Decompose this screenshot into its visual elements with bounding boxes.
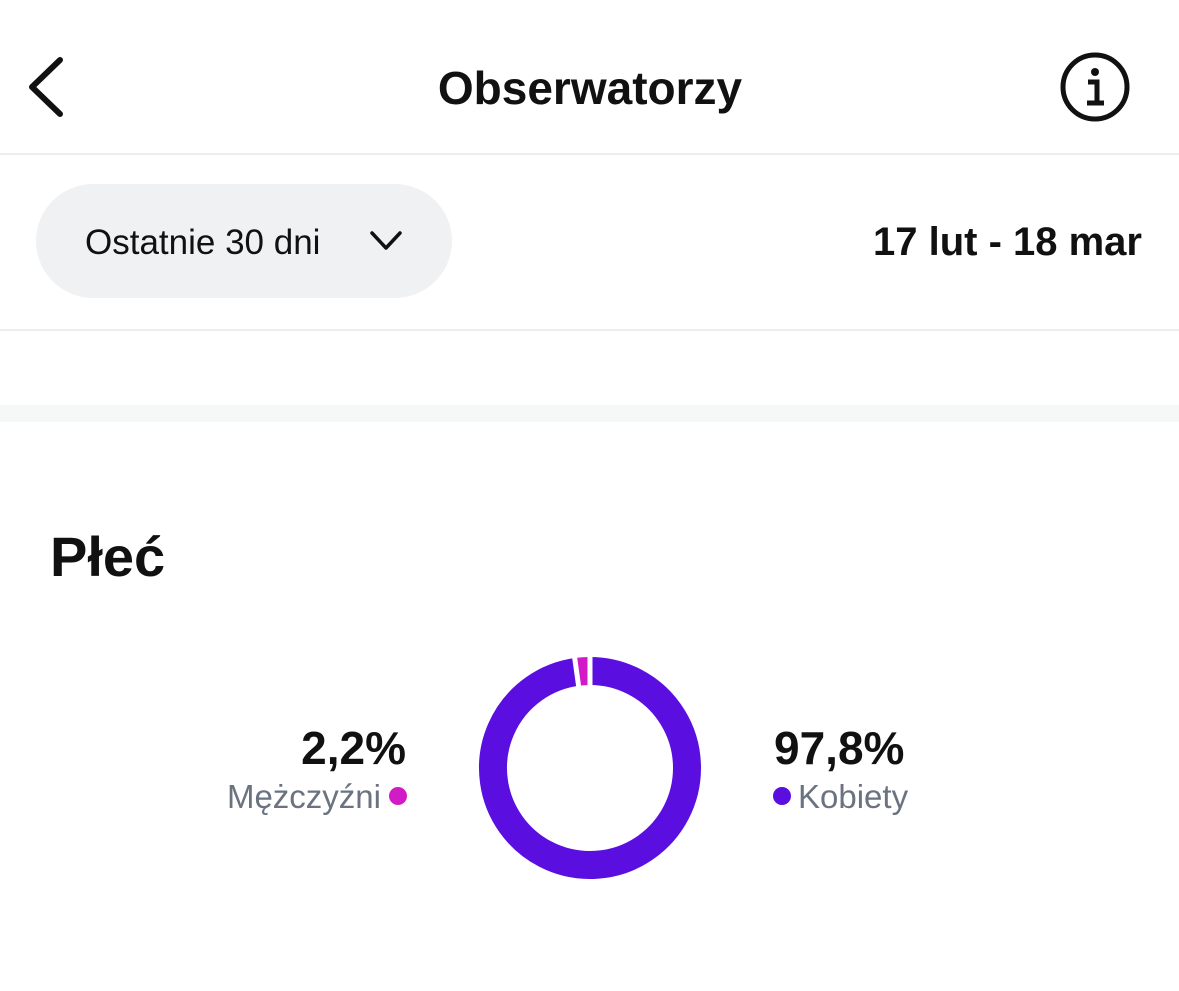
date-range: 17 lut - 18 mar: [873, 220, 1142, 264]
back-button[interactable]: [29, 57, 63, 117]
legend-dot: [773, 787, 791, 805]
section-title: Płeć: [50, 525, 165, 588]
legend-dot: [389, 787, 407, 805]
legend-label: Kobiety: [798, 778, 909, 815]
legend-label: Mężczyźni: [227, 778, 381, 815]
chevron: [370, 231, 402, 250]
donut-segment: [479, 657, 701, 879]
period-dropdown[interactable]: [36, 184, 452, 298]
info-button[interactable]: [1060, 52, 1130, 122]
period-label: Ostatnie 30 dni: [85, 223, 320, 262]
page-title: Obserwatorzy: [438, 62, 743, 114]
segment-gap: [572, 656, 582, 688]
value-label: 2,2%: [301, 722, 406, 774]
value-label: 97,8%: [774, 722, 904, 774]
section-separator: [0, 405, 1179, 422]
